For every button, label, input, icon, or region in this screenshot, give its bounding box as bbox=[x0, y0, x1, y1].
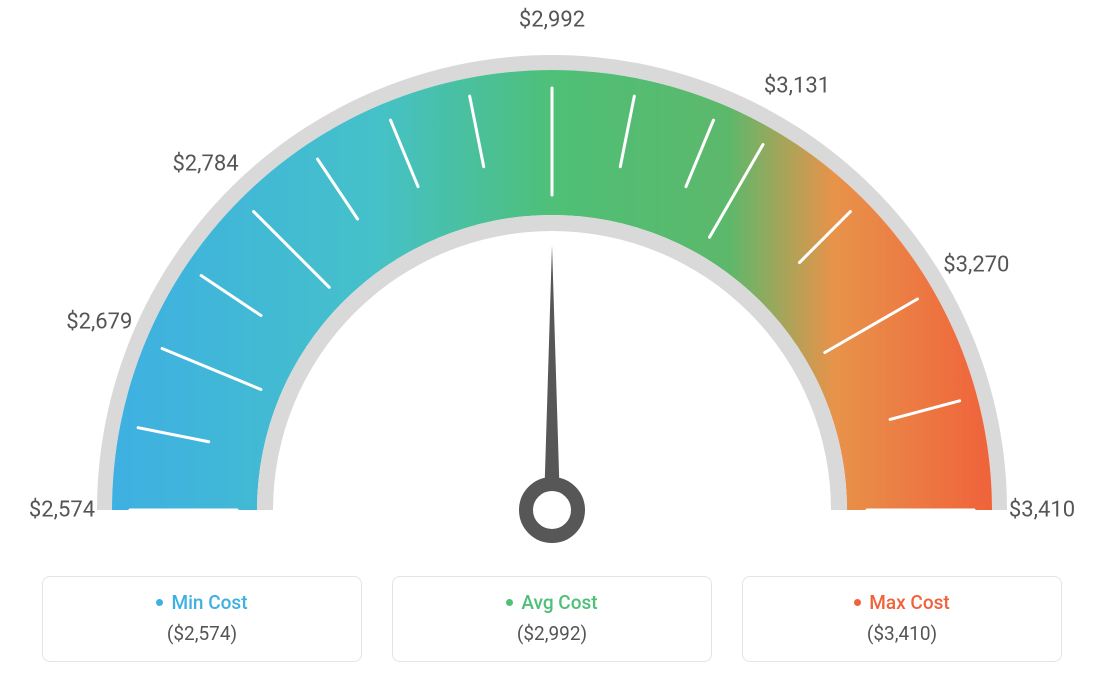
legend-value-max-text: ($3,410) bbox=[763, 622, 1041, 645]
gauge-area: $2,574 $2,679 $2,784 $2,992 $3,131 $3,270 $3,4… bbox=[0, 0, 1104, 560]
legend-label-min: Min Cost bbox=[171, 591, 247, 614]
legend-card-min: Min Cost ($2,574) bbox=[42, 576, 362, 662]
gauge-tick-label: $2,992 bbox=[519, 8, 585, 33]
legend-card-avg: Avg Cost ($2,992) bbox=[392, 576, 712, 662]
gauge-tick-label: $2,679 bbox=[66, 310, 132, 335]
legend-title-avg: Avg Cost bbox=[506, 591, 597, 614]
legend-label-max: Max Cost bbox=[869, 591, 949, 614]
legend-dot-avg bbox=[506, 599, 513, 606]
legend-value-avg-text: ($2,992) bbox=[413, 622, 691, 645]
legend-label-avg: Avg Cost bbox=[521, 591, 597, 614]
legend-dot-max bbox=[854, 599, 861, 606]
gauge-tick-label: $2,784 bbox=[172, 151, 238, 176]
legend-dot-min bbox=[156, 599, 163, 606]
legend-value-min-text: ($2,574) bbox=[63, 622, 341, 645]
gauge-tick-label: $3,410 bbox=[1009, 498, 1075, 523]
cost-gauge-container: $2,574 $2,679 $2,784 $2,992 $3,131 $3,270 $3,4… bbox=[0, 0, 1104, 690]
legend-card-max: Max Cost ($3,410) bbox=[742, 576, 1062, 662]
gauge-needle-hub bbox=[526, 484, 578, 536]
legend-title-min: Min Cost bbox=[156, 591, 247, 614]
gauge-tick-label: $2,574 bbox=[29, 498, 95, 523]
legend-title-max: Max Cost bbox=[854, 591, 949, 614]
legend-row: Min Cost ($2,574) Avg Cost ($2,992) Max … bbox=[0, 576, 1104, 662]
gauge-tick-label: $3,270 bbox=[943, 253, 1009, 278]
gauge-needle bbox=[545, 245, 560, 481]
gauge-svg bbox=[0, 0, 1104, 560]
gauge-tick-label: $3,131 bbox=[764, 73, 830, 98]
